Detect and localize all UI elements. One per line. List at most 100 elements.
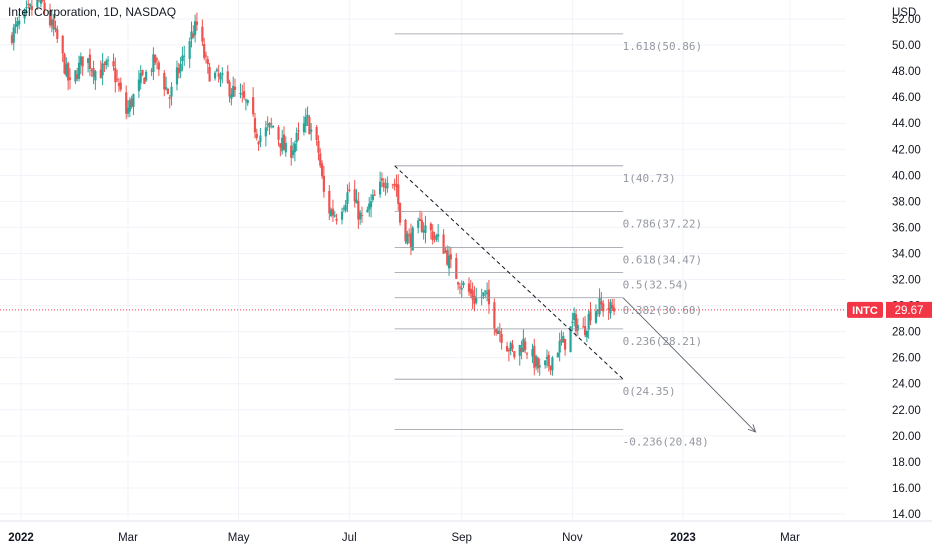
candle-body (94, 71, 97, 81)
candle-body (81, 56, 84, 67)
candle-body (217, 73, 220, 77)
fib-level-label: 0.236(28.21) (623, 335, 703, 348)
x-tick-label: 2022 (8, 532, 34, 544)
candle-body (480, 296, 483, 298)
candle-body (594, 311, 598, 323)
candle-body (105, 61, 108, 66)
candle-body (560, 339, 563, 342)
candle-body (582, 326, 585, 328)
candle-body (246, 100, 249, 104)
candle-body (456, 282, 460, 285)
candle-body (609, 301, 612, 314)
candle-body (366, 209, 369, 213)
projection-arrow-head[interactable] (747, 424, 757, 433)
candle-body (538, 365, 541, 368)
candle-body (63, 54, 66, 74)
candle-body (391, 184, 394, 186)
candle-body (534, 356, 538, 367)
candle-body (219, 75, 222, 80)
candle-body (130, 98, 133, 107)
candle-body (132, 94, 135, 108)
candle-body (10, 35, 14, 43)
candle-body (513, 351, 516, 358)
candle-body (54, 27, 57, 30)
projection-arrow-line[interactable] (622, 297, 756, 433)
candle-body (447, 255, 451, 269)
fib-level-label: 0.786(37.22) (623, 218, 703, 231)
candle-body (564, 339, 567, 350)
candle-body (469, 288, 472, 294)
candle-body (369, 201, 373, 208)
price-axis[interactable]: 14.00 16.00 18.00 20.00 22.00 24.00 26.00 28.00… (892, 14, 921, 521)
candle-body (518, 345, 521, 356)
candle-body (357, 201, 360, 220)
fibonacci-retracement[interactable]: 1.618(50.86) 1(40.73) 0.786(37.22) 0.618(34… (394, 33, 709, 449)
candle-body (128, 100, 131, 112)
candle-body (101, 63, 104, 76)
candle-body (315, 127, 318, 140)
candle-body (573, 313, 576, 321)
candle-body (340, 211, 344, 220)
candle-body (442, 234, 445, 254)
price-axis-unit: USD (892, 7, 916, 19)
fib-ratio: 1 (623, 172, 630, 185)
candle-body (496, 330, 500, 335)
candle-body (331, 208, 335, 216)
candle-body (417, 220, 420, 228)
fib-level-label: 1(40.73) (623, 172, 676, 185)
candle-body (398, 203, 402, 223)
candle-body (154, 54, 157, 63)
candle-body (384, 186, 387, 188)
candle-body (353, 189, 356, 202)
candle-body (308, 116, 311, 135)
candle-body (475, 297, 478, 303)
fib-price: 40.73 (636, 172, 669, 185)
candle-body (43, 2, 46, 11)
fib-price: 28.21 (662, 335, 695, 348)
candle-body (74, 70, 77, 82)
fib-price: 34.47 (662, 253, 695, 266)
chart-title: Intel Corporation, 1D, NASDAQ (8, 5, 177, 19)
candle-body (77, 62, 81, 79)
candle-body (284, 143, 287, 153)
candle-body (446, 250, 449, 265)
time-axis[interactable]: 2022 Mar May Jul Sep Nov 2023 Mar (8, 532, 800, 544)
candle-body (65, 63, 68, 76)
drawings[interactable] (622, 297, 757, 433)
candle-body (373, 194, 376, 196)
candle-body (344, 204, 347, 211)
price-axis-bg[interactable] (846, 0, 932, 550)
y-tick-label: 14.00 (892, 509, 921, 521)
candle-body (295, 132, 298, 143)
candle-body (179, 63, 182, 72)
candle-body (201, 26, 204, 42)
ticker-badge-label: INTC (852, 305, 878, 317)
candle-body (360, 215, 364, 217)
candle-body (141, 70, 144, 75)
fib-trend-line[interactable] (394, 165, 624, 380)
candle-body (437, 234, 440, 237)
fib-ratio: 1.618 (623, 40, 656, 53)
candles (10, 0, 616, 376)
candle-body (18, 20, 21, 25)
candle-body (444, 251, 447, 253)
candle-body (487, 289, 491, 305)
candle-body (536, 357, 539, 369)
candle-body (493, 302, 496, 329)
candle-body (562, 335, 565, 343)
candle-body (164, 87, 168, 90)
candle-body (297, 130, 300, 132)
candle-body (255, 133, 258, 139)
candle-body (112, 61, 115, 67)
candle-body (507, 350, 510, 352)
fib-ratio: 0.618 (623, 253, 656, 266)
candle-body (420, 220, 423, 232)
candle-body (61, 35, 64, 54)
candle-body (233, 86, 237, 90)
candle-body (558, 341, 561, 353)
candle-body (188, 41, 191, 59)
candle-body (544, 360, 547, 366)
fib-ratio: 0 (623, 385, 630, 398)
candle-body (495, 328, 498, 333)
